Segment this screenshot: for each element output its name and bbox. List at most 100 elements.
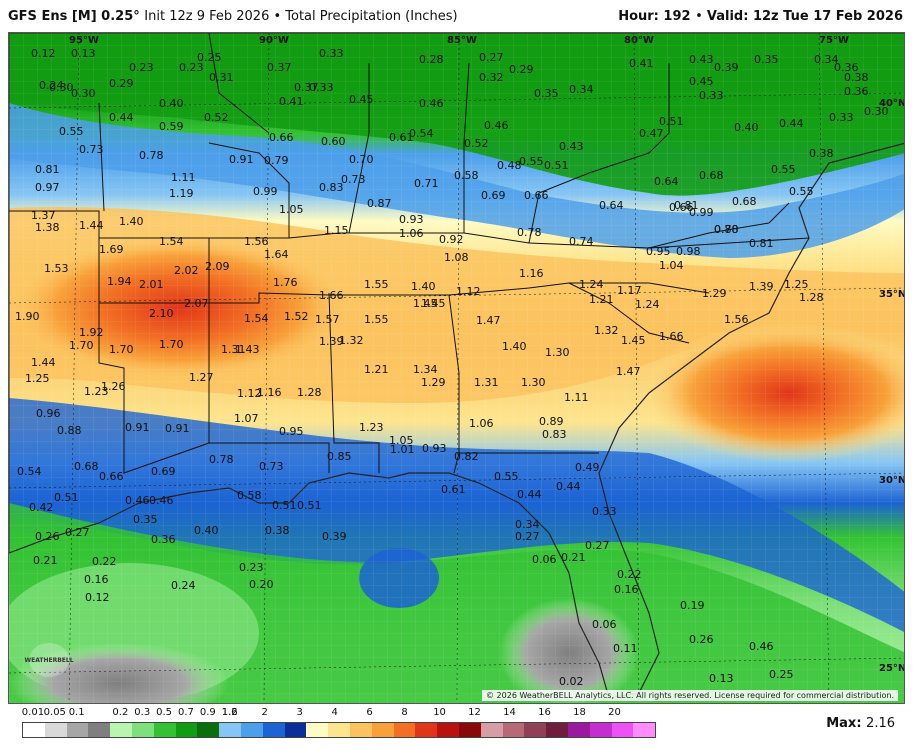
precip-value: 0.06: [592, 618, 617, 631]
precip-value: 0.24: [171, 579, 196, 592]
legend-swatch: [306, 723, 329, 737]
legend-swatch: [131, 723, 154, 737]
precip-value: 1.31: [474, 376, 499, 389]
precip-value-labels: 0.12 0.13 0.25 0.33 0.30 0.28 0.27 0.29 0.41 0.43…: [15, 47, 889, 688]
precip-value: 0.12: [85, 591, 110, 604]
precip-value: 0.46: [125, 494, 150, 507]
precip-value: 1.29: [421, 376, 446, 389]
legend-swatch: [284, 723, 307, 737]
legend-tick-label: 16: [538, 707, 551, 718]
latlon-grid: [9, 33, 904, 703]
max-value: 2.16: [866, 716, 895, 731]
precip-value: 1.25: [784, 278, 809, 291]
precip-value: 0.91: [229, 153, 254, 166]
precip-value: 1.19: [169, 187, 194, 200]
precip-value: 0.81: [35, 163, 60, 176]
precip-value: 0.78: [139, 149, 164, 162]
precip-value: 0.24: [39, 79, 64, 92]
precip-value: 1.55: [364, 313, 389, 326]
precip-value: 0.69: [151, 465, 176, 478]
legend-tick-labels: 0.01 0.05 0.1 0.2 0.3 0.5 0.7 0.9 1.2 1.6 2 3 4 6 8 10 1…: [8, 707, 668, 721]
precip-value: 0.40: [159, 97, 184, 110]
precip-value: 1.70: [159, 338, 184, 351]
precip-value: 0.35: [133, 513, 158, 526]
precip-value: 1.47: [616, 365, 641, 378]
precip-value: 0.26: [35, 530, 60, 543]
legend-swatch: [546, 723, 568, 737]
precip-value: 0.69: [481, 189, 506, 202]
precip-value: 1.66: [659, 330, 684, 343]
precip-value: 0.96: [36, 407, 61, 420]
legend-tick-label: 2: [261, 707, 268, 718]
precip-value: 1.70: [69, 339, 94, 352]
precip-value: 1.08: [444, 251, 469, 264]
legend-tick-label: 0.5: [156, 707, 173, 718]
hour-label: Hour:: [618, 9, 659, 24]
legend-swatch: [524, 723, 547, 737]
map-header: GFS Ens [M] 0.25° Init 12z 9 Feb 2026 • …: [0, 0, 913, 32]
legend-swatch: [611, 723, 634, 737]
legend-tick-label: 3: [296, 707, 303, 718]
precip-value: 0.91: [125, 421, 150, 434]
precip-value: 1.04: [659, 259, 684, 272]
precip-value: 0.83: [319, 181, 344, 194]
precip-value: 1.53: [44, 262, 69, 275]
legend-swatch: [44, 723, 67, 737]
precip-value: 0.59: [159, 120, 184, 133]
legend-swatch: [458, 723, 481, 737]
precip-value: 1.64: [264, 248, 289, 261]
precip-value: 0.66: [524, 189, 549, 202]
legend-tick-label: 0.7: [178, 707, 194, 718]
precip-value: 0.39: [714, 61, 739, 74]
precip-value: 0.43: [689, 53, 714, 66]
precip-value: 1.56: [724, 313, 749, 326]
precip-value: 2.01: [139, 278, 164, 291]
precip-value: 0.44: [779, 117, 804, 130]
precip-value: 0.52: [464, 137, 489, 150]
lon-label: 80°W: [624, 35, 654, 46]
precip-value: 1.76: [273, 276, 298, 289]
lon-label: 90°W: [259, 35, 289, 46]
precip-value: 0.23: [129, 61, 154, 74]
precip-value: 0.82: [454, 450, 479, 463]
legend-swatch: [197, 723, 220, 737]
precip-value: 0.25: [197, 51, 222, 64]
precip-value: 1.45: [621, 334, 646, 347]
precip-value: 1.15: [324, 224, 349, 237]
legend-tick-label: 8: [401, 707, 408, 718]
precip-value: 0.21: [561, 551, 586, 564]
precip-value: 0.38: [844, 71, 869, 84]
precip-value: 0.46: [419, 97, 444, 110]
precip-value: 0.33: [592, 505, 617, 518]
precip-value: 0.64: [599, 199, 624, 212]
precip-value: 1.55: [364, 278, 389, 291]
legend-tick-label: 18: [573, 707, 586, 718]
precip-value: 0.91: [165, 422, 190, 435]
max-label-text: Max:: [826, 716, 862, 731]
precip-legend: 0.01 0.05 0.1 0.2 0.3 0.5 0.7 0.9 1.2 1.6 2 3 4 6 8 10 1…: [8, 704, 905, 750]
precip-value: 0.99: [253, 185, 278, 198]
precip-value: 0.68: [74, 460, 99, 473]
precip-value: 1.16: [257, 386, 282, 399]
lon-label: 85°W: [447, 35, 477, 46]
precip-value: 0.41: [279, 95, 304, 108]
legend-swatch: [349, 723, 372, 737]
legend-swatch: [219, 723, 241, 737]
precip-value: 0.55: [789, 185, 814, 198]
precip-value: 0.48: [497, 159, 522, 172]
precip-value: 0.92: [439, 233, 464, 246]
legend-swatch: [437, 723, 459, 737]
precip-value: 0.61: [441, 483, 466, 496]
legend-swatch: [502, 723, 525, 737]
precip-value: 0.46: [484, 119, 509, 132]
precip-value: 1.12: [456, 285, 481, 298]
precip-value: 0.34: [814, 53, 839, 66]
legend-tick-label: 0.1: [68, 707, 85, 718]
precip-value: 0.11: [613, 642, 638, 655]
precip-value: 0.80: [714, 223, 739, 236]
state-borders: [9, 33, 810, 474]
precip-value: 1.52: [284, 310, 309, 323]
precip-value: 0.73: [259, 460, 284, 473]
precip-value: 1.39: [749, 280, 774, 293]
precip-value: 0.35: [754, 53, 779, 66]
